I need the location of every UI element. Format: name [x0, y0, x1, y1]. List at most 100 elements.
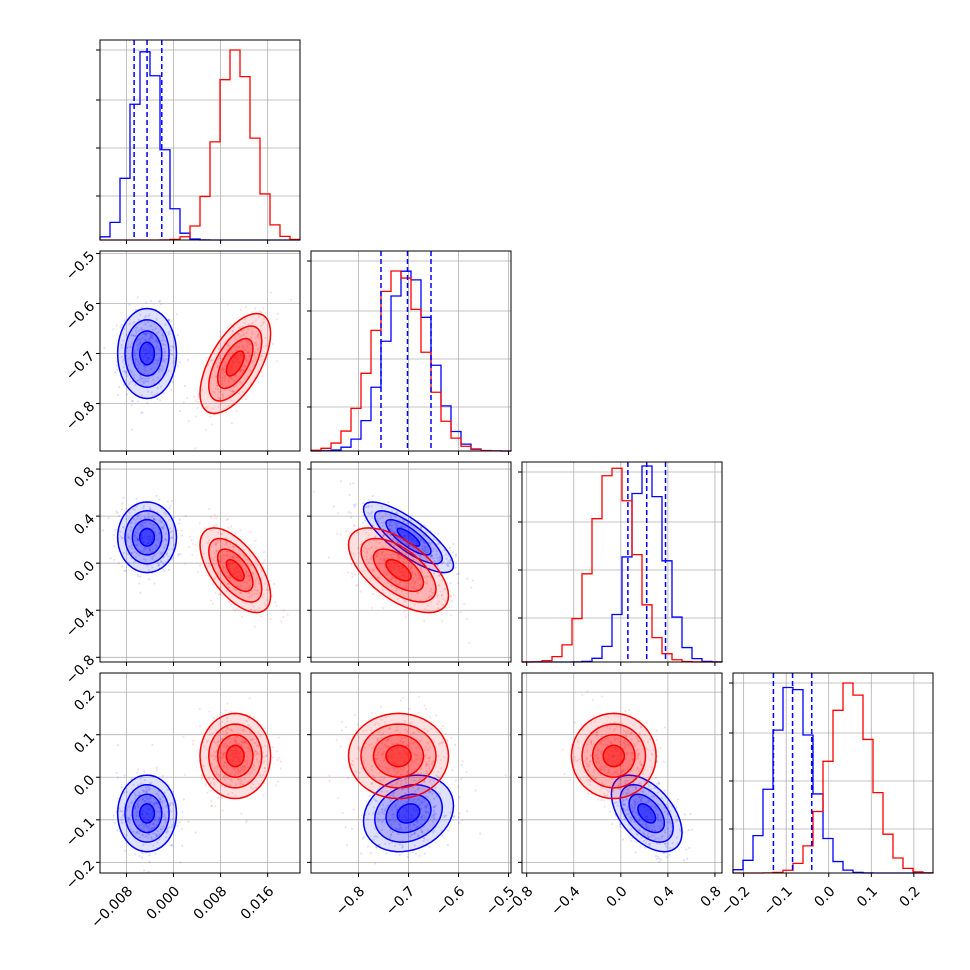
scatter-point [231, 363, 234, 366]
scatter-point [600, 786, 603, 790]
scatter-point [131, 800, 134, 803]
scatter-point [132, 560, 136, 564]
scatter-point [239, 370, 242, 373]
scatter-point [410, 519, 413, 522]
scatter-point [121, 339, 124, 342]
scatter-point [144, 835, 147, 838]
scatter-point [229, 370, 232, 373]
scatter-point [161, 367, 164, 370]
scatter-point [608, 740, 611, 743]
scatter-point [371, 494, 374, 498]
scatter-point [245, 331, 248, 334]
scatter-point [169, 504, 172, 507]
scatter-point [451, 551, 455, 554]
scatter-point [381, 754, 384, 757]
scatter-point [255, 744, 258, 748]
scatter-point [398, 583, 401, 586]
scatter-point [244, 740, 247, 744]
scatter-point [137, 768, 140, 771]
scatter-point [222, 753, 225, 756]
y-tick-label: −0.7 [63, 348, 98, 383]
x-tick-label: 0.016 [238, 883, 278, 923]
scatter-point [112, 814, 115, 817]
scatter-point [374, 546, 377, 549]
scatter-point [218, 774, 221, 777]
scatter-point [141, 812, 144, 816]
density-fill [386, 559, 411, 581]
scatter-point [243, 741, 246, 745]
scatter-point [423, 544, 426, 547]
scatter-point [162, 563, 165, 566]
scatter-point [646, 741, 649, 744]
scatter-point [249, 530, 252, 533]
scatter-point [244, 317, 247, 321]
scatter-point [249, 368, 252, 371]
scatter-point [636, 767, 639, 771]
scatter-point [143, 779, 147, 782]
scatter-point [657, 813, 660, 816]
scatter-point [423, 781, 426, 784]
scatter-point [615, 725, 618, 728]
scatter-point [639, 726, 642, 729]
scatter-point [140, 524, 143, 528]
scatter-point [404, 600, 408, 603]
scatter-point [653, 829, 657, 832]
scatter-point [247, 342, 250, 346]
scatter-point [125, 346, 129, 349]
scatter-point [137, 360, 140, 363]
scatter-point [145, 789, 148, 792]
scatter-point [626, 789, 630, 792]
scatter-point [238, 571, 241, 575]
scatter-point [396, 598, 399, 601]
scatter-point [151, 557, 154, 561]
scatter-point [392, 791, 396, 794]
scatter-point [147, 390, 150, 393]
scatter-point [251, 359, 254, 363]
scatter-point [157, 818, 161, 821]
scatter-point [241, 390, 244, 394]
scatter-point [252, 715, 256, 718]
scatter-point [389, 564, 392, 567]
scatter-point [350, 563, 353, 566]
scatter-point [232, 555, 235, 558]
scatter-point [408, 817, 411, 821]
x-tick-label: 0.1 [854, 883, 881, 910]
scatter-point [663, 789, 666, 792]
scatter-point [228, 553, 231, 557]
scatter-point [141, 380, 145, 383]
scatter-point [453, 815, 456, 818]
scatter-point [639, 725, 642, 728]
scatter-point [144, 365, 147, 368]
density-fill [373, 549, 424, 592]
scatter-point [226, 303, 229, 306]
scatter-point [215, 749, 218, 753]
scatter-point [410, 570, 414, 574]
scatter-point [136, 528, 140, 531]
scatter-point [250, 589, 253, 593]
scatter-point [618, 822, 621, 825]
scatter-point [225, 745, 228, 748]
scatter-point [158, 796, 161, 799]
scatter-point [160, 521, 163, 524]
scatter-point [217, 406, 220, 409]
scatter-point [233, 588, 236, 591]
scatter-point [211, 732, 214, 735]
scatter-point [214, 770, 217, 773]
scatter-point [630, 763, 633, 766]
scatter-point [369, 852, 372, 855]
scatter-point [328, 779, 331, 783]
scatter-point [389, 829, 392, 832]
panel-content [103, 291, 293, 450]
scatter-point [440, 767, 443, 770]
scatter-point [393, 844, 397, 848]
scatter-point [396, 525, 399, 528]
scatter-point [447, 560, 450, 563]
scatter-point [131, 399, 135, 403]
scatter-point [148, 547, 151, 551]
scatter-point [418, 854, 421, 857]
scatter-point [639, 798, 642, 801]
scatter-point [635, 735, 638, 738]
scatter-point [254, 585, 257, 588]
scatter-point [216, 384, 219, 387]
